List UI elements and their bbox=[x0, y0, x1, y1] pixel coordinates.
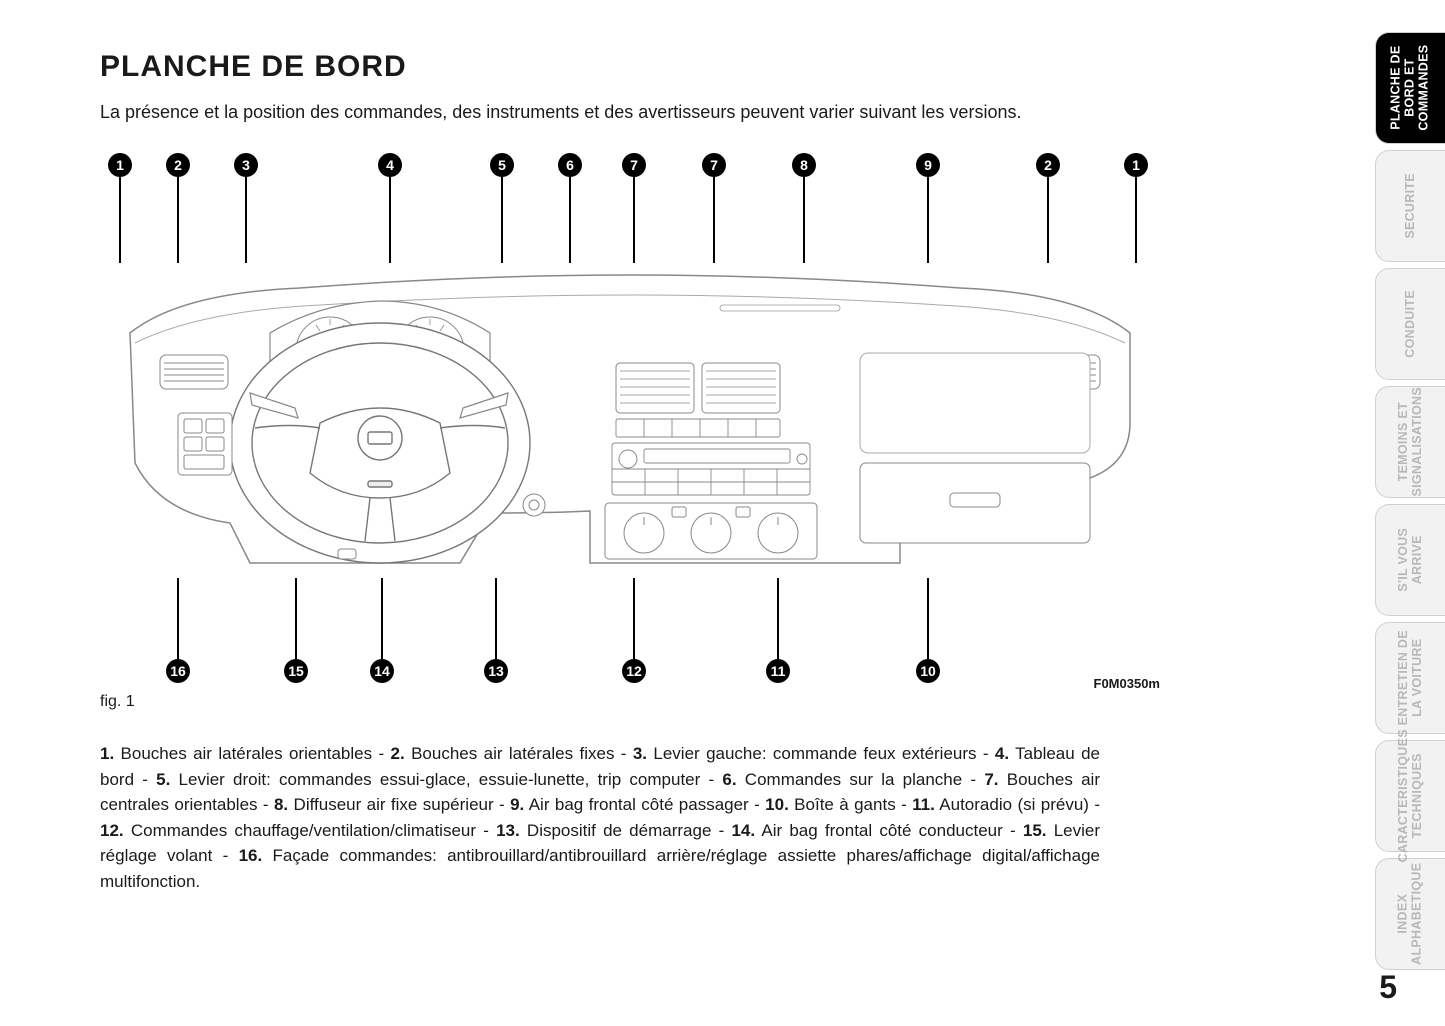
tab-label: INDEX ALPHABETIQUE bbox=[1397, 863, 1425, 965]
tab-label: SECURITE bbox=[1404, 173, 1418, 239]
tab-temoins-et-signalisations[interactable]: TEMOINS ET SIGNALISATIONS bbox=[1375, 386, 1445, 498]
callout-bubble: 1 bbox=[1124, 153, 1148, 177]
tab-label: S'IL VOUS ARRIVE bbox=[1397, 528, 1425, 592]
callout-bubble: 4 bbox=[378, 153, 402, 177]
callout-bubble: 15 bbox=[284, 659, 308, 683]
callout-9: 9 bbox=[916, 153, 940, 263]
callout-14: 14 bbox=[370, 578, 394, 683]
callout-10: 10 bbox=[916, 578, 940, 683]
callout-bubble: 3 bbox=[234, 153, 258, 177]
callout-bubble: 16 bbox=[166, 659, 190, 683]
callout-11: 11 bbox=[766, 578, 790, 683]
callout-13: 13 bbox=[484, 578, 508, 683]
tab-index-alphabetique[interactable]: INDEX ALPHABETIQUE bbox=[1375, 858, 1445, 970]
callout-bubble: 12 bbox=[622, 659, 646, 683]
tab-label: ENTRETIEN DE LA VOITURE bbox=[1397, 630, 1425, 725]
callout-7: 7 bbox=[622, 153, 646, 263]
callout-bubble: 8 bbox=[792, 153, 816, 177]
page-number: 5 bbox=[1379, 969, 1397, 1006]
tab-label: TEMOINS ET SIGNALISATIONS bbox=[1397, 387, 1425, 497]
callout-bubble: 7 bbox=[622, 153, 646, 177]
figure-label: fig. 1 bbox=[100, 693, 1100, 711]
tab-securite[interactable]: SECURITE bbox=[1375, 150, 1445, 262]
callout-7: 7 bbox=[702, 153, 726, 263]
tab-s-il-vous-arrive[interactable]: S'IL VOUS ARRIVE bbox=[1375, 504, 1445, 616]
callout-2: 2 bbox=[166, 153, 190, 263]
tab-entretien-de-la-voiture[interactable]: ENTRETIEN DE LA VOITURE bbox=[1375, 622, 1445, 734]
tab-label: PLANCHE DE BORD ET COMMANDES bbox=[1390, 45, 1431, 131]
callout-8: 8 bbox=[792, 153, 816, 263]
callout-bubble: 14 bbox=[370, 659, 394, 683]
callout-2: 2 bbox=[1036, 153, 1060, 263]
callout-bubble: 6 bbox=[558, 153, 582, 177]
callout-3: 3 bbox=[234, 153, 258, 263]
callout-bubble: 1 bbox=[108, 153, 132, 177]
tab-conduite[interactable]: CONDUITE bbox=[1375, 268, 1445, 380]
callout-bubble: 7 bbox=[702, 153, 726, 177]
intro-text: La présence et la position des commandes… bbox=[100, 102, 1100, 123]
callout-16: 16 bbox=[166, 578, 190, 683]
callout-4: 4 bbox=[378, 153, 402, 263]
callout-bubble: 9 bbox=[916, 153, 940, 177]
dashboard-figure: 123456778921 bbox=[100, 153, 1160, 683]
callout-bubble: 2 bbox=[1036, 153, 1060, 177]
callout-bubble: 10 bbox=[916, 659, 940, 683]
callout-12: 12 bbox=[622, 578, 646, 683]
figure-code: F0M0350m bbox=[1094, 676, 1160, 691]
callout-6: 6 bbox=[558, 153, 582, 263]
callout-15: 15 bbox=[284, 578, 308, 683]
callout-5: 5 bbox=[490, 153, 514, 263]
dashboard-diagram bbox=[120, 263, 1140, 578]
callout-bubble: 11 bbox=[766, 659, 790, 683]
legend-text: 1. Bouches air latérales orientables - 2… bbox=[100, 741, 1100, 894]
tab-planche-de-bord-et-commandes[interactable]: PLANCHE DE BORD ET COMMANDES bbox=[1375, 32, 1445, 144]
callout-bubble: 5 bbox=[490, 153, 514, 177]
callout-bubble: 13 bbox=[484, 659, 508, 683]
side-tabs: PLANCHE DE BORD ET COMMANDES SECURITE COND… bbox=[1375, 32, 1445, 970]
callout-1: 1 bbox=[108, 153, 132, 263]
tab-label: CARACTERISTIQUES TECHNIQUES bbox=[1397, 729, 1425, 862]
page-title: PLANCHE DE BORD bbox=[100, 50, 1100, 84]
tab-caracteristiques-techniques[interactable]: CARACTERISTIQUES TECHNIQUES bbox=[1375, 740, 1445, 852]
tab-label: CONDUITE bbox=[1404, 290, 1418, 358]
callout-bubble: 2 bbox=[166, 153, 190, 177]
callout-1: 1 bbox=[1124, 153, 1148, 263]
